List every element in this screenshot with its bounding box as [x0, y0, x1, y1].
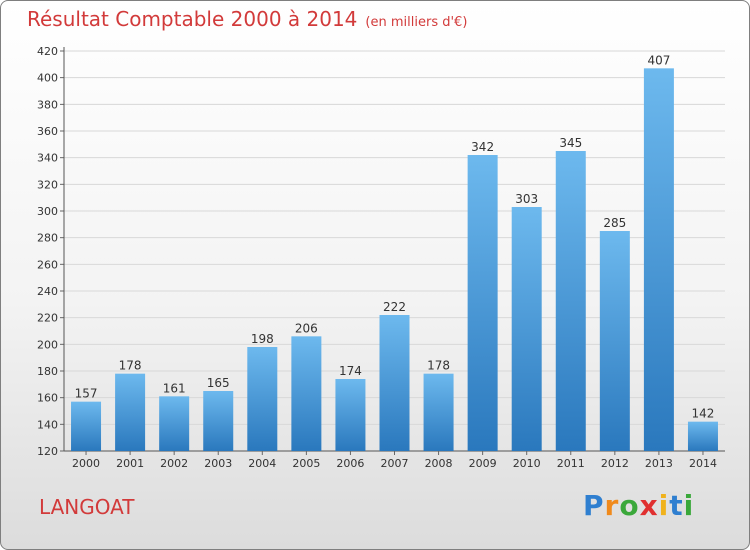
y-tick-label: 340: [37, 152, 58, 165]
y-tick-label: 180: [37, 365, 58, 378]
bar: [247, 347, 278, 451]
x-tick-label: 2014: [689, 457, 717, 470]
logo-letter: r: [604, 489, 620, 522]
bar: [71, 401, 102, 451]
y-tick-label: 280: [37, 232, 58, 245]
bar: [423, 373, 454, 451]
y-tick-label: 140: [37, 418, 58, 431]
chart-title-unit: (en milliers d'€): [365, 15, 468, 30]
x-tick-label: 2002: [160, 457, 188, 470]
x-tick-label: 2009: [469, 457, 497, 470]
y-tick-label: 240: [37, 285, 58, 298]
x-tick-label: 2004: [248, 457, 276, 470]
data-label: 198: [251, 332, 274, 346]
y-tick-label: 260: [37, 258, 58, 271]
bar: [115, 373, 146, 451]
logo-letter: x: [639, 489, 659, 522]
data-label: 178: [427, 359, 450, 373]
bars: [71, 68, 718, 451]
data-label: 157: [75, 387, 98, 401]
bar: [159, 396, 190, 451]
chart-title: Résultat Comptable 2000 à 2014 (en millie…: [27, 7, 467, 31]
y-tick-label: 300: [37, 205, 58, 218]
bar: [511, 207, 542, 451]
bar: [555, 151, 586, 451]
logo-letter: P: [583, 489, 605, 522]
data-label: 206: [295, 321, 318, 335]
x-tick-label: 2010: [513, 457, 541, 470]
x-tick-label: 2003: [204, 457, 232, 470]
bar: [379, 315, 410, 451]
y-tick-label: 400: [37, 72, 58, 85]
data-label: 342: [471, 140, 494, 154]
logo-letter: t: [669, 489, 684, 522]
x-tick-label: 2001: [116, 457, 144, 470]
data-label: 407: [647, 53, 670, 67]
x-tick-label: 2007: [381, 457, 409, 470]
x-tick-labels: 2000 2001 2002 2003 2004 2005 2006 2007 2008 2009…: [72, 457, 717, 470]
y-tick-label: 200: [37, 338, 58, 351]
commune-name: LANGOAT: [39, 495, 135, 519]
data-label: 178: [119, 359, 142, 373]
bar: [467, 155, 498, 451]
bar: [643, 68, 674, 451]
data-label: 303: [515, 192, 538, 206]
x-tick-label: 2000: [72, 457, 100, 470]
bar: [335, 379, 366, 451]
y-tick-label: 420: [37, 45, 58, 58]
x-tick-label: 2008: [425, 457, 453, 470]
bar: [687, 421, 718, 451]
y-tick-label: 160: [37, 392, 58, 405]
data-label: 222: [383, 300, 406, 314]
x-tick-label: 2012: [601, 457, 629, 470]
data-label: 285: [603, 216, 626, 230]
logo-letter: o: [619, 489, 640, 522]
data-labels: 157 178 161 165 198 206 174 222 178 342 303 345 285 4…: [75, 53, 715, 420]
x-tick-label: 2006: [336, 457, 364, 470]
x-tick-label: 2005: [292, 457, 320, 470]
bar: [203, 391, 234, 451]
y-tick-label: 320: [37, 178, 58, 191]
logo-letter: i: [658, 489, 670, 522]
y-tick-label: 220: [37, 312, 58, 325]
y-tick-label: 380: [37, 98, 58, 111]
y-tick-label: 120: [37, 445, 58, 458]
data-label: 174: [339, 364, 362, 378]
y-tick-label: 360: [37, 125, 58, 138]
x-tick-label: 2011: [557, 457, 585, 470]
data-label: 165: [207, 376, 230, 390]
y-tick-labels: 120 140 160 180 200 220 240 260 280 300 320 340 360 3…: [37, 45, 58, 458]
logo-letter: i: [683, 489, 695, 522]
chart-title-main: Résultat Comptable 2000 à 2014: [27, 7, 358, 31]
data-label: 142: [692, 407, 715, 421]
data-label: 161: [163, 381, 186, 395]
proxiti-logo: Proxiti: [583, 489, 694, 522]
bar: [291, 336, 322, 451]
x-tick-label: 2013: [645, 457, 673, 470]
data-label: 345: [559, 136, 582, 150]
bar: [599, 231, 630, 451]
